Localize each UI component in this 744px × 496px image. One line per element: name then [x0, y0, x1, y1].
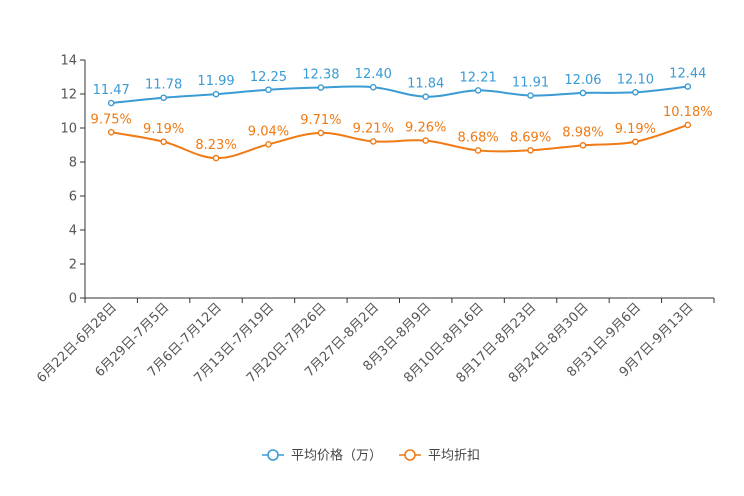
data-point[interactable] [422, 93, 430, 101]
data-label: 8.69% [510, 130, 551, 145]
data-label: 8.98% [562, 125, 603, 140]
series-line [111, 123, 689, 160]
data-point[interactable] [474, 147, 482, 154]
data-point[interactable] [684, 121, 692, 129]
legend-item-avg-price[interactable]: 平均价格（万） [262, 448, 382, 464]
data-point[interactable] [579, 142, 587, 149]
data-label: 12.10 [617, 72, 654, 87]
y-tick-label: 10 [60, 122, 77, 137]
legend-item-avg-discount[interactable]: 平均折扣 [399, 449, 480, 464]
data-point[interactable] [369, 138, 377, 145]
data-point[interactable] [317, 129, 325, 137]
legend-label: 平均折扣 [428, 449, 480, 464]
data-point[interactable] [265, 86, 272, 94]
y-tick-label: 4 [69, 224, 77, 239]
y-tick-label: 0 [69, 292, 77, 307]
data-label: 8.68% [457, 130, 498, 145]
data-label: 9.04% [248, 124, 289, 139]
data-point[interactable] [369, 83, 377, 91]
legend-marker-icon [404, 449, 416, 461]
data-label: 11.84 [407, 77, 444, 92]
data-point[interactable] [632, 89, 639, 96]
data-label: 11.78 [145, 78, 182, 93]
data-label: 9.75% [91, 112, 132, 127]
data-point[interactable] [107, 99, 115, 107]
series-line [111, 85, 688, 105]
data-point[interactable] [212, 90, 220, 98]
data-label: 12.38 [302, 68, 339, 83]
legend-marker-icon [267, 449, 279, 461]
data-point[interactable] [160, 138, 167, 146]
y-tick-label: 14 [60, 54, 77, 69]
data-label: 9.21% [353, 121, 394, 136]
data-label: 12.06 [564, 73, 601, 88]
data-point[interactable] [107, 128, 115, 136]
data-label: 12.44 [669, 67, 706, 82]
data-label: 9.19% [615, 122, 656, 137]
data-point[interactable] [684, 83, 692, 90]
data-point[interactable] [527, 92, 534, 99]
chart-series: 11.47 11.78 11.99 12.25 12.38 12.40 11.84 12.21… [91, 67, 713, 162]
data-label: 10.18% [663, 105, 713, 120]
data-label: 9.26% [405, 121, 446, 136]
series-avg-discount: 9.75% 9.19% 8.23% 9.04% 9.71% 9.21% 9.26% 8.68%… [91, 105, 713, 162]
data-label: 11.91 [512, 76, 549, 91]
data-point[interactable] [160, 94, 167, 102]
chart-axes: 024681012146月22日-6月28日6月29日-7月5日7月6日-7月1… [34, 54, 715, 386]
data-point[interactable] [474, 87, 482, 94]
data-label: 9.71% [300, 113, 341, 128]
y-tick-label: 12 [60, 88, 77, 103]
y-tick-label: 2 [69, 258, 77, 273]
data-point[interactable] [632, 138, 639, 146]
data-point[interactable] [317, 84, 325, 91]
data-point[interactable] [579, 89, 587, 97]
data-label: 11.99 [197, 74, 234, 89]
data-point[interactable] [212, 154, 220, 162]
y-tick-label: 8 [69, 156, 77, 171]
data-label: 11.47 [93, 83, 130, 98]
data-label: 12.25 [250, 70, 287, 85]
series-avg-price: 11.47 11.78 11.99 12.25 12.38 12.40 11.84 12.21… [93, 67, 706, 107]
y-tick-label: 6 [69, 190, 77, 205]
data-label: 8.23% [195, 138, 236, 153]
data-point[interactable] [527, 146, 534, 154]
data-label: 12.40 [355, 67, 392, 82]
data-label: 9.19% [143, 122, 184, 137]
data-point[interactable] [422, 137, 430, 144]
legend-label: 平均价格（万） [291, 448, 382, 464]
chart-legend: 平均价格（万） 平均折扣 [262, 448, 480, 464]
data-point[interactable] [265, 141, 272, 148]
data-label: 12.21 [460, 70, 497, 85]
